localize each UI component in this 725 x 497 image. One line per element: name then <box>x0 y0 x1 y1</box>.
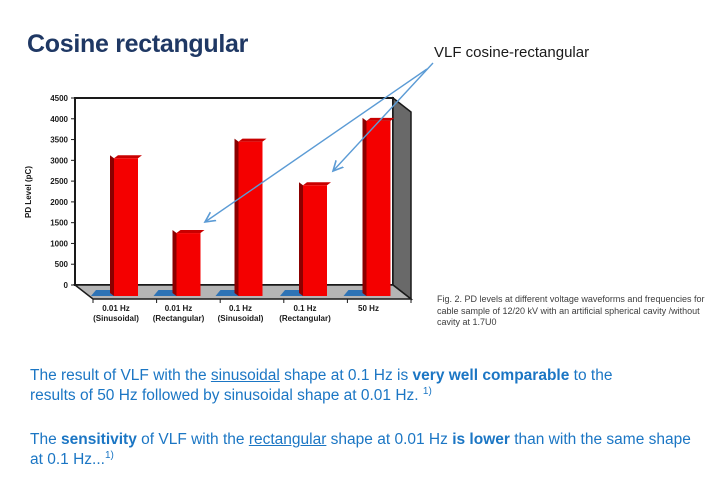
y-axis-tick-label: 1500 <box>50 219 68 228</box>
bar-red-side-face <box>299 182 303 296</box>
y-axis-title: PD Level (pC) <box>24 166 33 218</box>
text-segment: results of 50 Hz followed by sinusoidal … <box>30 387 423 405</box>
y-axis-tick-label: 3000 <box>50 156 68 165</box>
bar-red-top-face <box>303 182 331 186</box>
bar-red <box>303 185 327 296</box>
y-axis-tick-label: 2500 <box>50 177 68 186</box>
text-segment: The <box>30 431 62 448</box>
text-segment: is lower <box>452 431 510 448</box>
bar-red-side-face <box>110 155 114 296</box>
text-segment: at 0.1 Hz... <box>30 451 105 469</box>
y-axis-tick-label: 1000 <box>50 239 68 248</box>
bar-red-side-face <box>172 230 177 296</box>
text-segment: than with the same shape <box>509 431 691 448</box>
chart-x-axis: 0.01 Hz(Sinusoidal)0.01 Hz(Rectangular)0… <box>92 299 412 323</box>
bar-red <box>176 233 201 296</box>
bar-red <box>238 141 263 296</box>
page-title: Cosine rectangular <box>27 30 249 58</box>
text-segment: 1) <box>104 449 114 461</box>
annotation-arrows <box>205 62 434 222</box>
text-segment: rectangular <box>248 431 327 448</box>
x-axis-label: 0.1 Hz <box>229 304 252 313</box>
bar-red-top-face <box>114 155 142 159</box>
paragraph-2: The sensitivity of VLF with the rectangu… <box>30 430 714 470</box>
text-segment: of VLF with the <box>136 431 249 448</box>
y-axis-tick-label: 4000 <box>50 115 68 124</box>
x-axis-label: 50 Hz <box>358 304 379 313</box>
text-segment: to the <box>569 367 613 384</box>
y-axis-tick-label: 0 <box>64 281 69 290</box>
bar-red-top-face <box>176 230 205 234</box>
text-segment: sinusoidal <box>210 367 280 384</box>
x-axis-label: 0.1 Hz <box>293 304 316 313</box>
y-axis-tick-label: 500 <box>55 260 69 269</box>
bar-red-top-face <box>238 138 267 142</box>
paragraph-1: The result of VLF with the sinusoidal sh… <box>30 366 714 406</box>
bar-red <box>366 120 391 296</box>
y-axis-tick-label: 4500 <box>50 94 68 103</box>
text-segment: sensitivity <box>61 431 137 448</box>
x-axis-label: 0.01 Hz <box>102 304 130 313</box>
bar-red-side-face <box>234 138 239 296</box>
x-axis-label: (Sinusoidal) <box>218 314 264 323</box>
x-axis-label: 0.01 Hz <box>165 304 193 313</box>
y-axis-tick-label: 3500 <box>50 136 68 145</box>
chart-annotation-label: VLF cosine-rectangular <box>434 44 590 61</box>
text-segment: very well comparable <box>412 367 570 384</box>
text-segment: The result of VLF with the <box>30 367 211 384</box>
text-segment: 1) <box>422 385 432 397</box>
text-segment: shape at 0.01 Hz <box>326 431 453 448</box>
annotation-arrow <box>333 62 434 171</box>
bar-red-side-face <box>362 117 367 296</box>
chart-right-wall <box>392 96 412 301</box>
figure-caption: Fig. 2. PD levels at different voltage w… <box>437 294 705 328</box>
x-axis-label: (Rectangular) <box>153 314 205 323</box>
chart-y-axis: 0 500 1000 1500 2000 2500 3000 3500 4000 4500 PD L… <box>24 94 75 290</box>
chart-bars <box>91 117 395 296</box>
y-axis-tick-label: 2000 <box>50 198 68 207</box>
bar-red <box>114 158 138 296</box>
text-segment: shape at 0.1 Hz is <box>279 367 413 384</box>
x-axis-label: (Rectangular) <box>279 314 331 323</box>
x-axis-label: (Sinusoidal) <box>93 314 139 323</box>
annotation-arrow <box>205 68 428 222</box>
